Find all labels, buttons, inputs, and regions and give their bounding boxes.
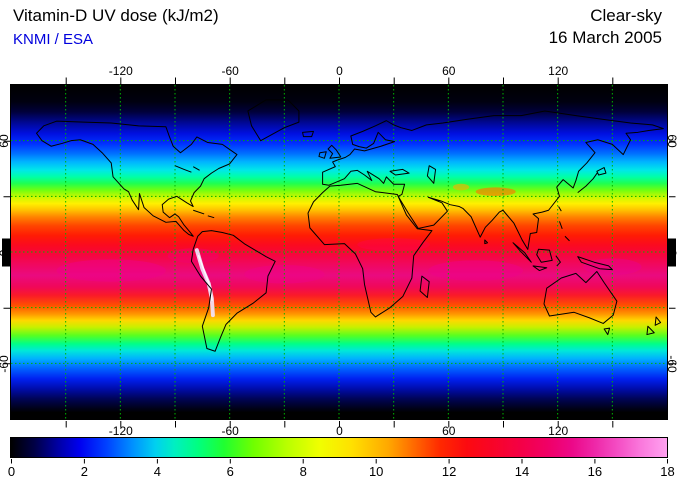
lat-label-right: 0 [665, 249, 678, 256]
data-source-label: KNMI / ESA [13, 31, 94, 48]
australia-outline [544, 271, 617, 323]
lat-label-right: 60 [665, 134, 678, 148]
lon-label-bottom: 0 [336, 424, 343, 438]
caribbean-outline [193, 210, 214, 217]
colorbar-label: 0 [7, 464, 16, 479]
lon-label-bottom: 120 [548, 424, 569, 438]
mountain-enhancement [452, 183, 516, 196]
new-zealand-outline [647, 317, 661, 335]
lon-label-top: -120 [108, 64, 133, 78]
new-guinea-outline [578, 257, 613, 270]
lon-label-top: 60 [442, 64, 456, 78]
iceland-outline [303, 131, 314, 136]
ireland-outline [319, 152, 326, 158]
colorbar-label: 8 [299, 464, 307, 479]
sumatra-outline [513, 243, 531, 262]
lon-label-bottom: -120 [108, 424, 133, 438]
lon-label-bottom: -60 [221, 424, 239, 438]
colorbar-label: 16 [587, 464, 603, 479]
chart-date: 16 March 2005 [548, 28, 662, 47]
lon-label-top: -60 [221, 64, 239, 78]
caspian-sea-outline [427, 166, 435, 184]
graticule [11, 85, 667, 419]
world-uv-map [10, 84, 668, 420]
sri-lanka-outline [485, 240, 488, 244]
south-america-outline [191, 231, 275, 352]
tasmania-outline [604, 328, 609, 334]
chart-title: Vitamin-D UV dose (kJ/m2) [13, 6, 219, 25]
lat-label-left: 60 [0, 134, 11, 148]
colorbar-label: 14 [514, 464, 530, 479]
greenland-outline [248, 100, 299, 141]
colorbar [10, 437, 668, 458]
tropical-maxima [56, 238, 642, 284]
philippines-outline [559, 221, 569, 240]
lat-label-left: 0 [0, 235, 11, 271]
colorbar-label: 10 [368, 464, 384, 479]
colorbar-label: 12 [441, 464, 457, 479]
lon-label-top: 120 [548, 64, 569, 78]
java-outline [533, 266, 547, 271]
madagascar-outline [420, 276, 429, 297]
map-overlay [11, 85, 667, 419]
great-lakes-outline [175, 166, 200, 172]
colorbar-label: 6 [226, 464, 234, 479]
borneo-outline [537, 249, 552, 262]
colorbar-label: 2 [80, 464, 88, 479]
north-america-outline [37, 121, 237, 236]
lat-label-right: -60 [665, 355, 678, 373]
colorbar-label: 4 [153, 464, 161, 479]
sulawesi-outline [556, 256, 561, 266]
lon-label-top: 0 [336, 64, 343, 78]
eurasia-outline [323, 111, 664, 249]
coastlines [37, 100, 664, 351]
lat-label-left: -60 [0, 355, 11, 373]
africa-outline [308, 183, 432, 317]
britain-outline [328, 145, 341, 158]
japan-outline [578, 168, 606, 193]
lon-label-bottom: 60 [442, 424, 456, 438]
black-sea-outline [390, 169, 409, 175]
sky-condition-label: Clear-sky [590, 6, 662, 25]
colorbar-label: 18 [660, 464, 675, 479]
taiwan-outline [559, 207, 562, 212]
